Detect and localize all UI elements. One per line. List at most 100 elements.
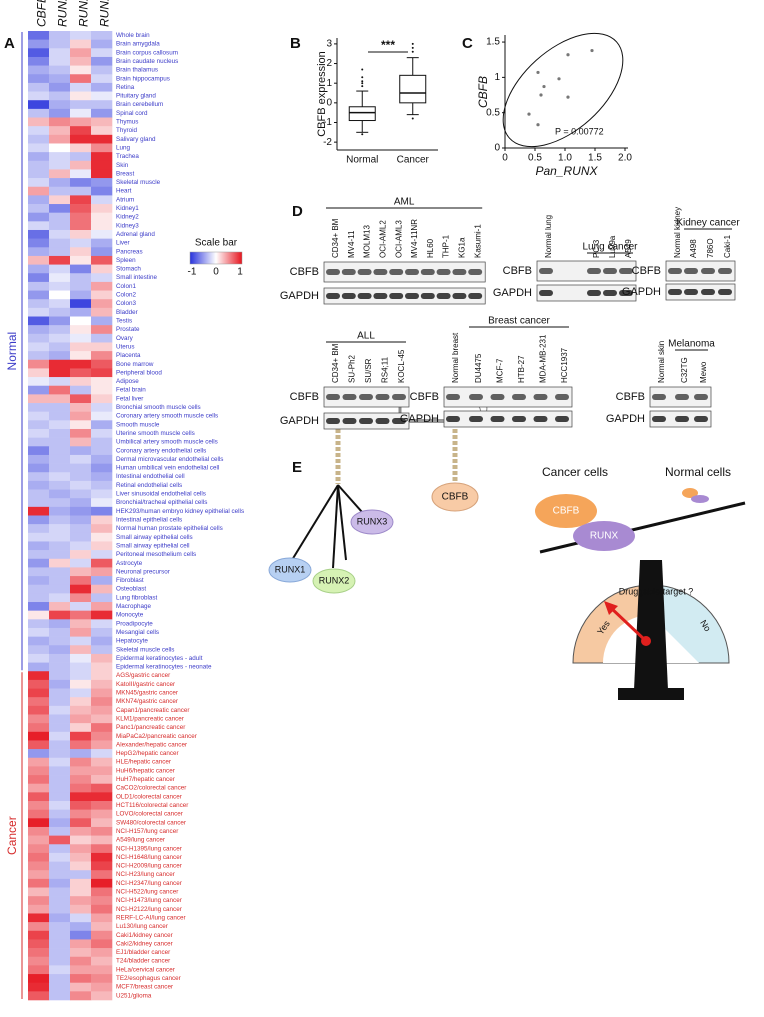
- group-header: ALL: [357, 331, 375, 342]
- heatmap-cell: [70, 740, 92, 750]
- heatmap-cell: [49, 221, 71, 231]
- row-label: Pituitary gland: [116, 93, 156, 100]
- heatmap-cell: [49, 273, 71, 283]
- row-label: Kidney1: [116, 205, 139, 212]
- heatmap-cell: [91, 593, 113, 603]
- heatmap-cell: [91, 160, 113, 170]
- band: [587, 290, 601, 296]
- heatmap-cell: [91, 861, 113, 871]
- band: [392, 394, 406, 400]
- lane-label: MV4-11NR: [410, 219, 419, 258]
- heatmap-cell: [28, 31, 50, 40]
- row-label: Breast: [116, 170, 134, 177]
- heatmap-cell: [28, 82, 50, 92]
- heatmap-cell: [70, 39, 92, 49]
- lane-label: Lu99a: [608, 235, 617, 258]
- row-label: Bronchial/tracheal epithelial cells: [116, 499, 207, 506]
- heatmap-cell: [91, 48, 113, 58]
- heatmap-cell: [49, 982, 71, 992]
- column-label: RUNX3: [56, 0, 70, 27]
- heatmap-cell: [91, 437, 113, 447]
- heatmap-cell: [28, 619, 50, 629]
- row-label: Brain thalamus: [116, 67, 158, 74]
- heatmap-cell: [49, 281, 71, 291]
- heatmap-cell: [28, 809, 50, 819]
- heatmap-cell: [28, 524, 50, 534]
- heatmap-cell: [91, 74, 113, 84]
- column-label: CBFB: [35, 0, 49, 27]
- lane-label: KOCL-45: [397, 349, 406, 383]
- row-label: Proadipocyte: [116, 620, 153, 627]
- heatmap-cell: [70, 627, 92, 637]
- heatmap-cell: [28, 948, 50, 958]
- heatmap-cell: [70, 264, 92, 274]
- row-label: Fetal brain: [116, 387, 146, 394]
- heatmap-cell: [70, 645, 92, 655]
- blot: [323, 287, 486, 305]
- outlier: [411, 46, 414, 49]
- heatmap-cell: [28, 229, 50, 239]
- blot: [665, 260, 736, 282]
- band: [341, 293, 356, 299]
- heatmap-cell: [28, 454, 50, 464]
- heatmap-cell: [28, 273, 50, 283]
- heatmap-cell: [70, 56, 92, 66]
- heatmap-cell: [91, 281, 113, 291]
- blot-row-label: CBFB: [290, 391, 319, 403]
- heatmap-cell: [28, 991, 50, 1001]
- row-label: Lu130/lung cancer: [116, 923, 168, 930]
- heatmap-cell: [91, 835, 113, 845]
- heatmap-cell: [49, 740, 71, 750]
- band: [357, 293, 372, 299]
- heatmap-cell: [91, 887, 113, 897]
- lane-label: 786O: [706, 238, 715, 258]
- heatmap-cell: [91, 143, 113, 153]
- x-axis-label: Pan_RUNX: [535, 164, 598, 178]
- heatmap-cell: [70, 766, 92, 776]
- blot-row-label: GAPDH: [622, 286, 661, 298]
- heatmap-cell: [70, 108, 92, 118]
- row-label: NCI-H2009/lung cancer: [116, 863, 182, 870]
- row-label: Hepatocyte: [116, 638, 148, 645]
- band: [389, 269, 404, 275]
- heatmap-cell: [70, 428, 92, 438]
- heatmap-cell: [91, 870, 113, 880]
- heatmap-cell: [91, 714, 113, 724]
- lane-label: Mewo: [699, 361, 708, 383]
- row-label: Testis: [116, 318, 132, 325]
- heatmap-cell: [49, 783, 71, 793]
- heatmap-cell: [91, 541, 113, 551]
- heatmap-cell: [49, 316, 71, 326]
- lane-label: Kasumi-1: [473, 224, 482, 258]
- heatmap-cell: [70, 826, 92, 836]
- heatmap-cell: [49, 826, 71, 836]
- heatmap-cell: [70, 792, 92, 802]
- heatmap-cell: [70, 377, 92, 387]
- heatmap-cell: [91, 558, 113, 568]
- heatmap-cell: [70, 679, 92, 689]
- heatmap-cell: [70, 602, 92, 611]
- heatmap-cell: [91, 39, 113, 49]
- heatmap-cell: [28, 420, 50, 430]
- heatmap-cell: [70, 567, 92, 577]
- heatmap-cell: [49, 645, 71, 655]
- heatmap-cell: [70, 91, 92, 101]
- heatmap-cell: [91, 411, 113, 421]
- heatmap-cell: [91, 688, 113, 698]
- heatmap-cell: [28, 679, 50, 689]
- protein-label: RUNX3: [357, 516, 388, 526]
- heatmap-cell: [70, 775, 92, 785]
- band: [668, 268, 682, 274]
- heatmap-cell: [70, 498, 92, 508]
- heatmap-cell: [70, 351, 92, 361]
- blot-row-label: CBFB: [503, 265, 532, 277]
- lane-label: A549: [624, 239, 633, 258]
- heatmap-cell: [70, 593, 92, 603]
- heatmap-cell: [28, 489, 50, 499]
- heatmap-cell: [28, 212, 50, 222]
- heatmap-cell: [70, 420, 92, 430]
- heatmap-cell: [49, 636, 71, 646]
- row-label: Brain amygdala: [116, 41, 160, 48]
- heatmap-cell: [91, 982, 113, 992]
- heatmap-cell: [49, 809, 71, 819]
